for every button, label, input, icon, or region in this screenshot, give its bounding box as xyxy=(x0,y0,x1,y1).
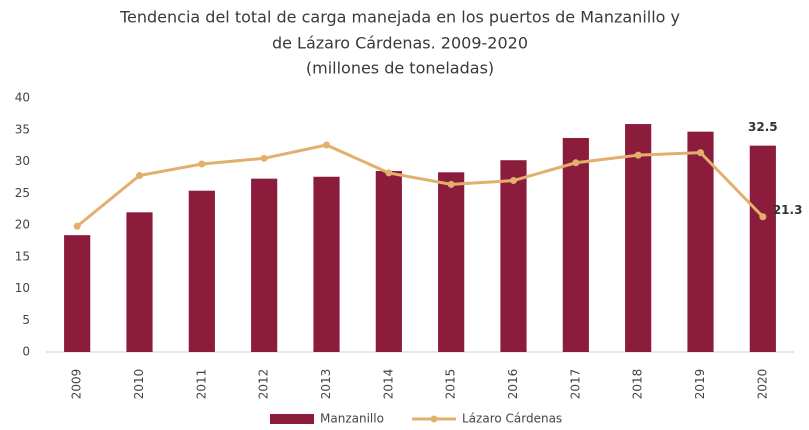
bar xyxy=(562,138,589,352)
line-point xyxy=(697,149,704,157)
line-point xyxy=(510,177,517,185)
bar xyxy=(64,235,91,352)
bar xyxy=(625,124,652,352)
bar xyxy=(126,212,153,352)
bar xyxy=(313,176,340,352)
x-tick-label: 2009 xyxy=(70,369,84,400)
x-tick-label: 2015 xyxy=(444,369,458,400)
line-point xyxy=(323,141,330,149)
chart-subtitle: (millones de toneladas) xyxy=(306,59,494,78)
x-tick-label: 2010 xyxy=(132,369,146,400)
line-point xyxy=(759,213,767,221)
line-point xyxy=(73,222,81,230)
y-tick-label: 25 xyxy=(15,186,30,200)
bar xyxy=(687,131,714,352)
x-tick-label: 2012 xyxy=(257,369,271,400)
bar xyxy=(438,172,465,352)
y-tick-label: 15 xyxy=(15,249,30,263)
chart-title: Tendencia del total de carga manejada en… xyxy=(119,8,680,27)
legend-swatch xyxy=(430,415,438,423)
y-tick-label: 20 xyxy=(15,218,30,232)
line-point xyxy=(572,159,580,167)
x-tick-label: 2013 xyxy=(319,369,333,400)
bar xyxy=(188,190,215,352)
y-tick-label: 30 xyxy=(15,154,30,168)
bar xyxy=(500,160,527,352)
x-tick-label: 2019 xyxy=(693,369,707,400)
y-tick-label: 40 xyxy=(15,91,30,105)
x-tick-label: 2016 xyxy=(506,369,520,400)
bar xyxy=(749,145,776,352)
legend-label: Lázaro Cárdenas xyxy=(462,412,562,426)
x-tick-label: 2011 xyxy=(194,369,208,400)
data-label: 21.3 xyxy=(773,203,803,217)
line-point xyxy=(385,169,393,177)
legend-swatch xyxy=(270,414,314,424)
line-point xyxy=(198,160,206,168)
data-label: 32.5 xyxy=(748,120,778,134)
bar xyxy=(375,171,402,352)
chart-title: de Lázaro Cárdenas. 2009-2020 xyxy=(272,34,528,53)
x-tick-label: 2018 xyxy=(631,369,645,400)
legend-label: Manzanillo xyxy=(320,412,384,426)
y-tick-label: 5 xyxy=(22,313,30,327)
y-tick-label: 10 xyxy=(15,281,30,295)
x-tick-label: 2014 xyxy=(381,369,395,400)
y-tick-label: 0 xyxy=(22,345,30,359)
line-point xyxy=(136,171,143,179)
line-point xyxy=(634,151,642,159)
y-tick-label: 35 xyxy=(15,122,30,136)
line-point xyxy=(260,154,268,162)
x-tick-label: 2017 xyxy=(568,369,582,400)
line-point xyxy=(447,180,455,188)
x-tick-label: 2020 xyxy=(755,369,769,400)
line xyxy=(76,143,764,228)
bar xyxy=(251,178,278,352)
